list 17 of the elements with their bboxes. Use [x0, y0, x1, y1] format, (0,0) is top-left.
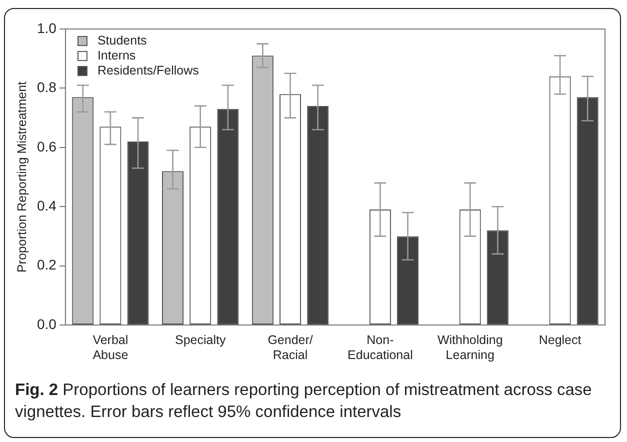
- y-tick-label: 0.4: [36, 197, 57, 214]
- y-tick-label: 0.8: [36, 79, 57, 96]
- y-tick-label: 1.0: [36, 20, 57, 36]
- y-tick-label: 0.0: [36, 316, 57, 332]
- x-tick-label: Verbal Abuse: [92, 332, 128, 362]
- caption: Fig. 2 Proportions of learners reporting perception of mistreatment across case vignettes. Error bars reflect 95% confidence intervals: [15, 380, 593, 423]
- x-tick-label: Non-Educational: [348, 332, 413, 362]
- x-tick-label: Specialty: [174, 332, 226, 347]
- y-axis-title: Proportion Reporting Mistreatment: [14, 80, 29, 273]
- x-tick-label: Withholding Learning: [437, 332, 503, 362]
- y-tick-label: 0.6: [36, 138, 57, 154]
- y-tick-label: 0.2: [36, 256, 57, 273]
- legend-label: Students: [97, 33, 147, 48]
- legend-label: Residents/Fellows: [97, 63, 199, 78]
- x-tick-label: Neglect: [538, 332, 582, 347]
- legend-label: Interns: [97, 48, 136, 62]
- x-tick-label: Gender/Racial: [268, 332, 314, 362]
